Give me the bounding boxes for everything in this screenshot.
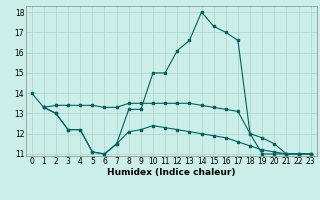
X-axis label: Humidex (Indice chaleur): Humidex (Indice chaleur) bbox=[107, 168, 236, 177]
